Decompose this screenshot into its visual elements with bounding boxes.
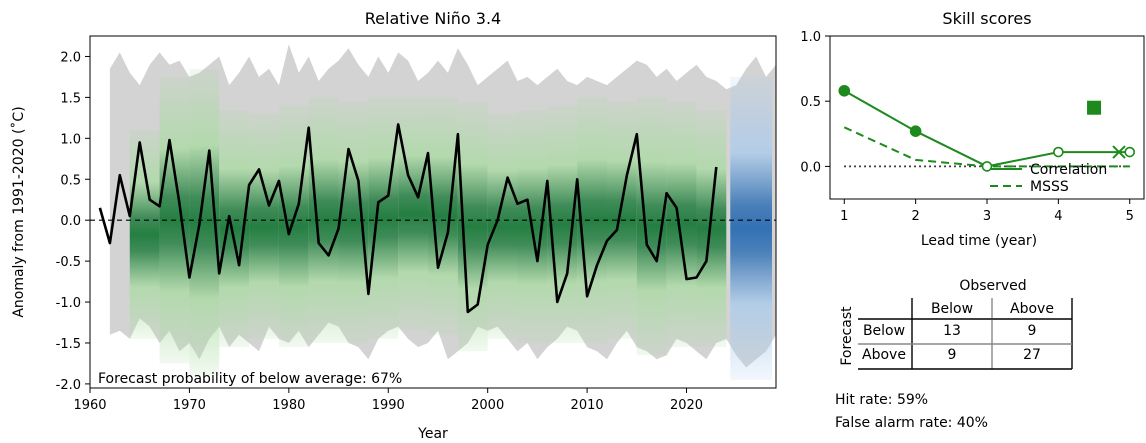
y-tick-label: 2.0 bbox=[60, 50, 81, 65]
forecast-plume bbox=[730, 76, 772, 380]
hindcast-band bbox=[129, 130, 160, 339]
hindcast-band bbox=[487, 113, 518, 339]
legend-msss-label: MSSS bbox=[1030, 179, 1069, 195]
contingency-side-label: Forecast bbox=[839, 306, 855, 366]
y-tick-label: 0.0 bbox=[60, 214, 81, 229]
contingency-grid bbox=[858, 298, 1073, 370]
y-tick-label: 1.0 bbox=[60, 132, 81, 147]
y-tick-label: -1.0 bbox=[56, 296, 81, 311]
msss-line bbox=[843, 126, 1130, 168]
cell-below-below: 13 bbox=[943, 323, 961, 339]
false-alarm-rate-text: False alarm rate: 40% bbox=[835, 415, 988, 431]
correlation-point bbox=[981, 161, 993, 172]
contingency-header: Observed bbox=[959, 278, 1026, 294]
hindcast-band bbox=[368, 97, 399, 339]
col-label-below: Below bbox=[931, 301, 973, 317]
nino-x-axis-label: Year bbox=[417, 426, 448, 442]
skill-y-tick-label: 1.0 bbox=[800, 30, 821, 45]
skill-x-axis-label: Lead time (year) bbox=[921, 233, 1037, 249]
square-marker bbox=[1087, 100, 1102, 115]
x-tick-label: 1970 bbox=[173, 398, 206, 413]
cell-above-above: 27 bbox=[1023, 347, 1041, 363]
forecast-band bbox=[730, 76, 772, 380]
x-tick-label: 1990 bbox=[372, 398, 405, 413]
nino-y-axis-label: Anomaly from 1991-2020 (˚C) bbox=[10, 106, 27, 317]
skill-chart: Skill scores 1 2 3 4 5 1.0 0.5 0.0 Correlation… bbox=[800, 9, 1145, 249]
skill-x-tick-label: 4 bbox=[1054, 209, 1062, 224]
skill-x-tick-label: 2 bbox=[911, 209, 919, 224]
correlation-point bbox=[1124, 146, 1136, 158]
x-tick-label: 2010 bbox=[571, 398, 604, 413]
y-tick-label: -0.5 bbox=[56, 255, 81, 270]
hindcast-band bbox=[338, 101, 369, 343]
x-marker bbox=[1112, 145, 1126, 159]
hindcast-band bbox=[278, 105, 309, 348]
legend-correlation-label: Correlation bbox=[1030, 162, 1107, 178]
nino-x-ticks: 1960 1970 1980 1990 2000 2010 2020 bbox=[73, 388, 703, 413]
y-tick-label: 1.5 bbox=[60, 91, 81, 106]
correlation-point bbox=[909, 125, 922, 137]
x-tick-label: 1980 bbox=[272, 398, 305, 413]
extra-markers bbox=[1087, 100, 1126, 159]
x-tick-label: 1960 bbox=[73, 398, 106, 413]
hindcast-band bbox=[249, 113, 279, 339]
cell-above-below: 9 bbox=[948, 347, 957, 363]
skill-x-tick-label: 3 bbox=[983, 209, 991, 224]
col-label-above: Above bbox=[1010, 301, 1054, 317]
forecast-probability-annotation: Forecast probability of below average: 6… bbox=[98, 371, 402, 387]
nino-chart: Relative Niño 3.4 1960 1970 1980 1990 2000 20… bbox=[10, 9, 777, 442]
x-tick-label: 2000 bbox=[471, 398, 504, 413]
nino-chart-title: Relative Niño 3.4 bbox=[365, 9, 501, 28]
y-tick-label: -1.5 bbox=[56, 337, 81, 352]
correlation-line bbox=[843, 89, 1130, 168]
row-label-above: Above bbox=[862, 347, 906, 363]
contingency-table: Observed Forecast Below Above Below Abov… bbox=[839, 278, 1073, 370]
correlation-point bbox=[838, 84, 851, 97]
y-tick-label: -2.0 bbox=[56, 378, 81, 393]
y-tick-label: 0.5 bbox=[60, 173, 81, 188]
hindcast-band bbox=[577, 97, 607, 343]
correlation-markers bbox=[838, 84, 1136, 172]
nino-y-ticks: 2.0 1.5 1.0 0.5 0.0 -0.5 -1.0 -1.5 -2.0 bbox=[56, 50, 90, 393]
hindcast-band bbox=[666, 101, 697, 348]
row-label-below: Below bbox=[863, 323, 905, 339]
cell-below-above: 9 bbox=[1028, 323, 1037, 339]
skill-legend: Correlation MSSS bbox=[990, 162, 1107, 195]
observed-series-line bbox=[98, 123, 718, 314]
hindcast-bands bbox=[129, 68, 727, 376]
skill-y-tick-label: 0.5 bbox=[800, 95, 821, 110]
skill-x-tick-label: 1 bbox=[840, 209, 848, 224]
hit-rate-text: Hit rate: 59% bbox=[835, 392, 928, 408]
hindcast-band bbox=[398, 97, 429, 331]
skill-x-ticks: 1 2 3 4 5 bbox=[840, 199, 1134, 224]
hindcast-band bbox=[696, 109, 727, 348]
correlation-point bbox=[1053, 146, 1064, 158]
skill-chart-title: Skill scores bbox=[942, 9, 1031, 28]
skill-y-tick-label: 0.0 bbox=[800, 160, 821, 175]
skill-x-tick-label: 5 bbox=[1126, 209, 1134, 224]
x-tick-label: 2020 bbox=[670, 398, 703, 413]
nino-plot-frame bbox=[89, 35, 777, 389]
skill-y-ticks: 1.0 0.5 0.0 bbox=[800, 30, 830, 175]
